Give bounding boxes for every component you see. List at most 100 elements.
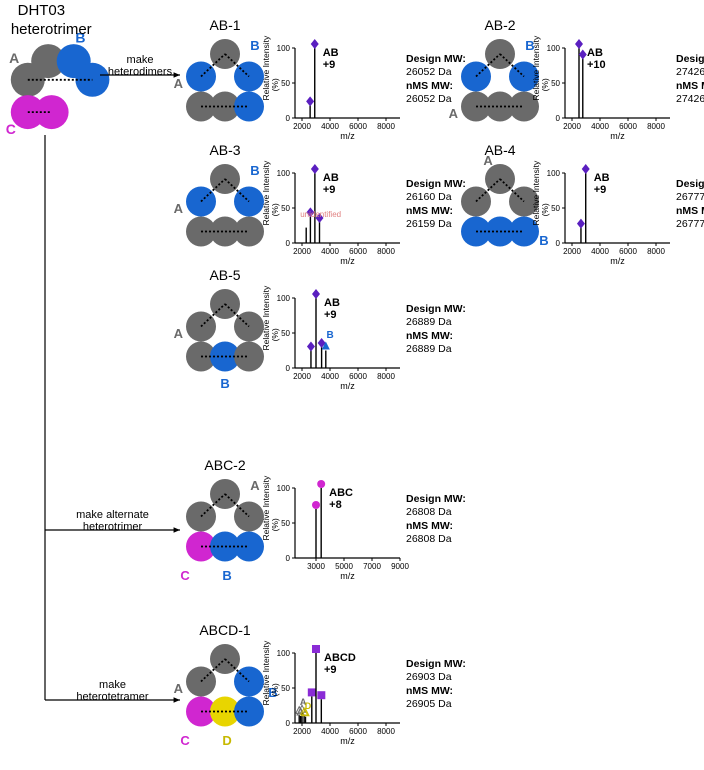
svg-text:100: 100 (547, 44, 561, 53)
subunit-label: A (174, 76, 184, 91)
svg-text:50: 50 (281, 204, 290, 213)
subunit-label: B (250, 38, 259, 53)
svg-text:8000: 8000 (377, 372, 395, 381)
subunit-label: A (174, 681, 184, 696)
arrow: makeheterodimers (100, 54, 180, 78)
svg-text:(%): (%) (540, 203, 550, 216)
svg-text:4000: 4000 (591, 122, 609, 131)
circle-cluster: ABC-2ABC (180, 457, 264, 583)
ms-chart: 1005002000400060008000m/zRelative Intens… (261, 285, 466, 391)
svg-text:nMS MW:: nMS MW: (406, 685, 453, 697)
svg-text:+9: +9 (594, 184, 607, 196)
circle-cluster: AB-3AB (174, 142, 264, 247)
svg-text:26052 Da: 26052 Da (406, 93, 452, 105)
svg-text:0: 0 (286, 364, 291, 373)
svg-text:100: 100 (277, 44, 291, 53)
svg-text:100: 100 (277, 484, 291, 493)
svg-text:Design MW:: Design MW: (406, 303, 466, 315)
arrow: makeheterotetramer (45, 679, 180, 703)
svg-text:unidentified: unidentified (300, 210, 341, 219)
circle-cluster: AB-5AB (174, 267, 264, 391)
svg-text:4000: 4000 (321, 372, 339, 381)
svg-text:26905 Da: 26905 Da (406, 698, 452, 710)
figure-root: ABCDHT03heterotrimermakeheterodimersAB-1… (0, 0, 704, 770)
svg-text:Design MW:: Design MW: (676, 53, 704, 65)
svg-text:6000: 6000 (349, 727, 367, 736)
svg-text:100: 100 (547, 169, 561, 178)
svg-text:8000: 8000 (377, 727, 395, 736)
svg-text:50: 50 (281, 79, 290, 88)
circle-cluster: AB-1AB (174, 17, 264, 122)
svg-text:4000: 4000 (321, 122, 339, 131)
svg-text:+10: +10 (587, 59, 606, 71)
svg-text:nMS MW:: nMS MW: (676, 80, 704, 92)
svg-text:AB: AB (587, 47, 603, 59)
parent-cluster: ABCDHT03heterotrimer (6, 2, 110, 137)
svg-text:100: 100 (277, 294, 291, 303)
svg-text:(%): (%) (540, 78, 550, 91)
svg-text:8000: 8000 (647, 122, 665, 131)
svg-text:+9: +9 (323, 184, 336, 196)
svg-text:ABCD: ABCD (324, 652, 356, 664)
svg-text:2000: 2000 (293, 372, 311, 381)
svg-text:26777 Da: 26777 Da (676, 191, 704, 203)
svg-text:ABC: ABC (329, 487, 353, 499)
svg-text:27426 Da: 27426 Da (676, 66, 704, 78)
svg-text:Design MW:: Design MW: (406, 658, 466, 670)
ms-chart: 1005002000400060008000m/zRelative Intens… (261, 35, 466, 141)
svg-text:m/z: m/z (610, 131, 625, 141)
svg-text:50: 50 (551, 79, 560, 88)
subunit-label: D (222, 733, 231, 748)
svg-text:0: 0 (286, 114, 291, 123)
subunit-label: C (180, 733, 190, 748)
svg-text:(%): (%) (270, 328, 280, 341)
subunit-label: B (539, 233, 548, 248)
svg-text:2000: 2000 (563, 122, 581, 131)
svg-text:heterotrimer: heterotrimer (11, 21, 92, 38)
svg-text:AB: AB (324, 297, 340, 309)
svg-text:make alternate: make alternate (76, 509, 149, 521)
variant-title: AB-3 (209, 142, 240, 158)
svg-text:0: 0 (286, 719, 291, 728)
svg-text:26160 Da: 26160 Da (406, 191, 452, 203)
svg-text:heterotrimer: heterotrimer (83, 521, 143, 533)
svg-text:26903 Da: 26903 Da (406, 671, 452, 683)
svg-text:4000: 4000 (321, 727, 339, 736)
subunit-label: B (250, 163, 259, 178)
svg-text:8000: 8000 (377, 247, 395, 256)
ms-chart: 1005002000400060008000m/zRelative Intens… (261, 160, 466, 266)
svg-text:m/z: m/z (610, 256, 625, 266)
svg-text:DHT03: DHT03 (18, 2, 66, 19)
svg-text:+9: +9 (323, 59, 336, 71)
svg-text:9000: 9000 (391, 562, 409, 571)
svg-text:26052 Da: 26052 Da (406, 66, 452, 78)
svg-text:heterotetramer: heterotetramer (76, 691, 148, 703)
svg-text:Design MW:: Design MW: (676, 178, 704, 190)
svg-text:D: D (305, 701, 312, 711)
svg-text:26889 Da: 26889 Da (406, 316, 452, 328)
svg-text:5000: 5000 (335, 562, 353, 571)
svg-text:26808 Da: 26808 Da (406, 533, 452, 545)
svg-text:m/z: m/z (340, 736, 355, 746)
svg-text:2000: 2000 (563, 247, 581, 256)
svg-text:50: 50 (551, 204, 560, 213)
ms-chart: 1005002000400060008000m/zRelative Intens… (531, 35, 704, 141)
svg-text:AB: AB (323, 47, 339, 59)
svg-text:+9: +9 (324, 664, 337, 676)
circle-cluster: AB-2AB (449, 17, 539, 122)
variant-title: AB-2 (484, 17, 515, 33)
svg-text:7000: 7000 (363, 562, 381, 571)
svg-text:heterodimers: heterodimers (108, 66, 173, 78)
subunit-label: B (222, 568, 231, 583)
svg-text:0: 0 (286, 239, 291, 248)
svg-text:50: 50 (281, 329, 290, 338)
svg-text:nMS MW:: nMS MW: (406, 330, 453, 342)
svg-text:4000: 4000 (321, 247, 339, 256)
ms-chart: 1005002000400060008000m/zRelative Intens… (531, 160, 704, 266)
variant-title: ABCD-1 (199, 622, 251, 638)
subunit-label: A (449, 106, 459, 121)
svg-text:8000: 8000 (647, 247, 665, 256)
svg-text:3000: 3000 (307, 562, 325, 571)
svg-text:2000: 2000 (293, 122, 311, 131)
svg-text:2000: 2000 (293, 727, 311, 736)
